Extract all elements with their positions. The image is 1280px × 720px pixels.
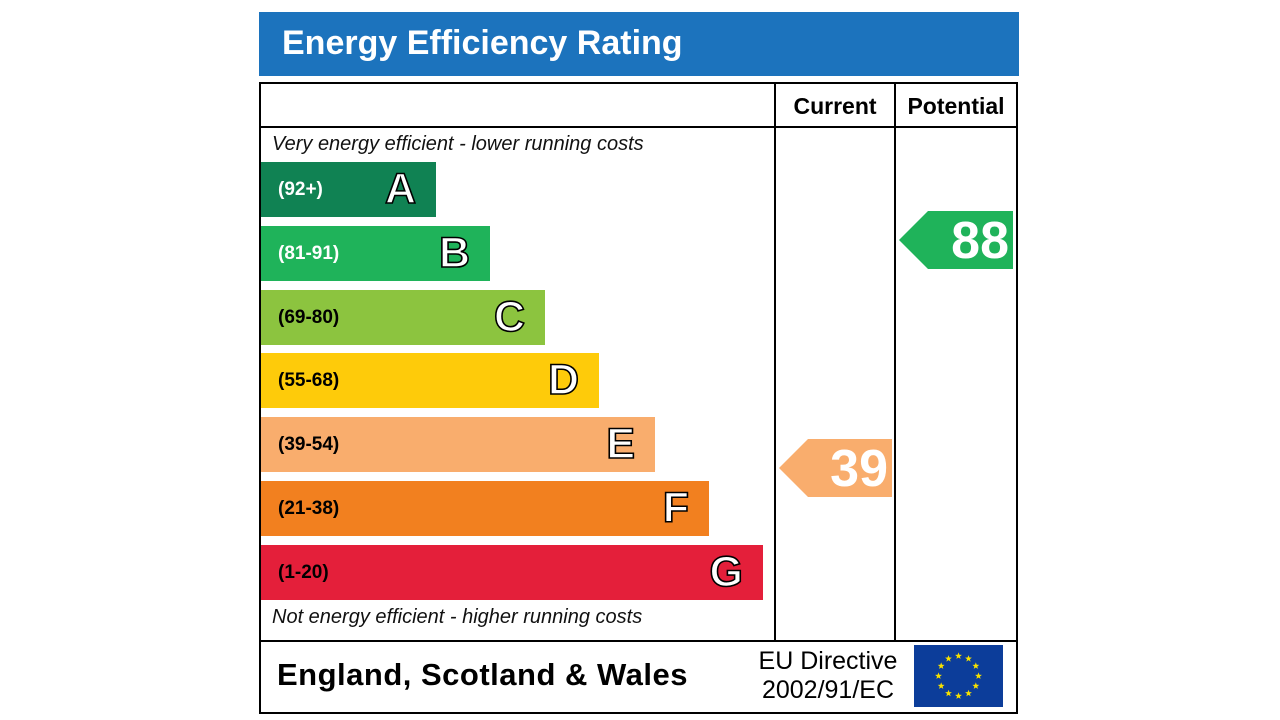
current-rating-arrow: 39 [779,439,892,498]
band-letter: C [493,292,526,342]
eu-star-icon [972,682,980,689]
band-letter: E [606,419,636,469]
footer-row-divider [259,640,1018,642]
rating-table [259,82,1018,714]
eu-star-icon [965,655,972,662]
eu-star-icon [945,655,952,662]
eu-directive-line1: EU Directive [758,647,898,675]
band-range-label: (92+) [278,179,323,200]
band-letter: F [662,483,690,533]
column-header-current: Current [793,93,877,119]
band-letter: B [438,228,471,278]
current-arrow-shape [779,439,892,497]
eu-star-icon [972,662,980,669]
chart-title: Energy Efficiency Rating [282,24,683,62]
band-range-label: (21-38) [278,498,340,519]
bottom-note: Not energy efficient - higher running co… [272,606,643,628]
band-letter: A [384,164,417,214]
band-b: (81-91) B [261,226,490,281]
column-divider-left [774,82,776,642]
band-c: (69-80) C [261,290,545,345]
band-letter: G [709,547,744,597]
footer-country: England, Scotland & Wales [277,657,688,692]
band-f: (21-38) F [261,481,709,536]
band-a: (92+) A [261,162,436,217]
band-e: (39-54) E [261,417,655,472]
potential-rating-arrow: 88 [899,211,1013,270]
chart-title-bar: Energy Efficiency Rating [259,12,1019,76]
eu-flag-icon [914,645,1003,707]
band-range-label: (81-91) [278,243,340,264]
column-divider-right [894,82,896,642]
column-header-potential: Potential [907,93,1005,119]
band-g: (1-20) G [261,545,763,600]
band-range-label: (1-20) [278,562,329,583]
top-note: Very energy efficient - lower running co… [272,133,644,155]
eu-star-icon [975,672,982,679]
eu-directive-line2: 2002/91/EC [761,676,895,704]
band-range-label: (39-54) [278,434,340,455]
band-range-label: (69-80) [278,307,340,328]
eu-star-icon [965,689,972,697]
band-d: (55-68) D [261,353,599,408]
band-range-label: (55-68) [278,370,340,391]
potential-arrow-shape [899,211,1013,269]
eu-star-icon [937,682,945,689]
eu-star-icon [955,652,962,659]
band-letter: D [547,355,580,405]
eu-star-icon [935,672,942,679]
header-row-divider [259,126,1018,128]
eu-star-icon [945,689,952,697]
eu-star-icon [955,692,962,699]
current-rating-value: 39 [830,440,888,498]
eu-star-icon [937,662,945,669]
potential-rating-value: 88 [951,212,1009,270]
